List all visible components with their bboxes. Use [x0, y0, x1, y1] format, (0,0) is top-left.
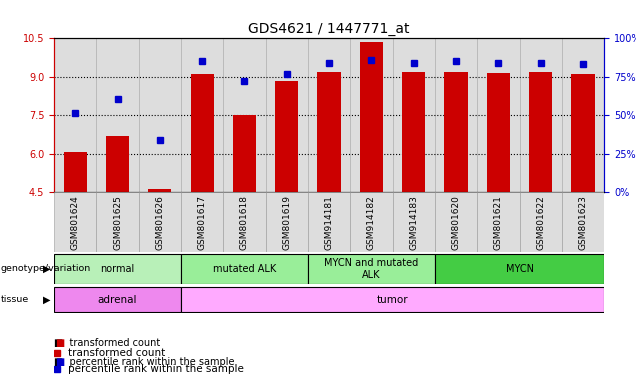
- FancyBboxPatch shape: [350, 38, 392, 192]
- Bar: [402, 72, 425, 192]
- Bar: [64, 152, 87, 192]
- Text: GSM801625: GSM801625: [113, 195, 122, 250]
- FancyBboxPatch shape: [392, 38, 435, 192]
- Bar: [477, 192, 520, 252]
- Bar: [106, 136, 129, 192]
- Text: GSM914181: GSM914181: [324, 195, 334, 250]
- FancyBboxPatch shape: [97, 38, 139, 192]
- FancyBboxPatch shape: [477, 38, 520, 192]
- Text: normal: normal: [100, 264, 135, 274]
- Bar: [520, 192, 562, 252]
- Text: tissue: tissue: [1, 295, 29, 304]
- Bar: [97, 192, 139, 252]
- Bar: [392, 192, 435, 252]
- FancyBboxPatch shape: [520, 38, 562, 192]
- Text: ▶: ▶: [43, 264, 51, 274]
- Bar: [317, 72, 341, 192]
- Bar: [191, 74, 214, 192]
- Bar: [223, 192, 266, 252]
- FancyBboxPatch shape: [562, 38, 604, 192]
- FancyBboxPatch shape: [54, 38, 97, 192]
- Title: GDS4621 / 1447771_at: GDS4621 / 1447771_at: [249, 22, 410, 36]
- Text: GSM801619: GSM801619: [282, 195, 291, 250]
- Bar: [529, 72, 552, 192]
- Text: ▶: ▶: [43, 295, 51, 305]
- Bar: [562, 192, 604, 252]
- Bar: [181, 192, 223, 252]
- Text: MYCN and mutated
ALK: MYCN and mutated ALK: [324, 258, 418, 280]
- Bar: [266, 192, 308, 252]
- Text: GSM801621: GSM801621: [494, 195, 503, 250]
- Text: mutated ALK: mutated ALK: [213, 264, 276, 274]
- Bar: [308, 192, 350, 252]
- Text: ■  transformed count: ■ transformed count: [54, 338, 160, 348]
- FancyBboxPatch shape: [308, 38, 350, 192]
- Text: GSM914182: GSM914182: [367, 195, 376, 250]
- Text: GSM801624: GSM801624: [71, 195, 80, 250]
- Bar: [571, 74, 595, 192]
- Bar: [54, 192, 97, 252]
- Bar: [181, 254, 308, 283]
- Text: genotype/variation: genotype/variation: [1, 264, 91, 273]
- FancyBboxPatch shape: [181, 38, 223, 192]
- Bar: [435, 254, 604, 283]
- Bar: [54, 254, 181, 283]
- Text: GSM914183: GSM914183: [410, 195, 418, 250]
- Text: ■  percentile rank within the sample: ■ percentile rank within the sample: [54, 357, 235, 367]
- Text: percentile rank within the sample: percentile rank within the sample: [68, 364, 244, 374]
- Bar: [233, 115, 256, 192]
- FancyBboxPatch shape: [435, 38, 477, 192]
- Text: GSM801623: GSM801623: [579, 195, 588, 250]
- Bar: [275, 81, 298, 192]
- FancyBboxPatch shape: [139, 38, 181, 192]
- Text: tumor: tumor: [377, 295, 408, 305]
- Bar: [487, 73, 510, 192]
- Bar: [139, 192, 181, 252]
- Text: GSM801618: GSM801618: [240, 195, 249, 250]
- Text: GSM801626: GSM801626: [155, 195, 164, 250]
- Text: GSM801622: GSM801622: [536, 195, 545, 250]
- Bar: [54, 286, 181, 313]
- Text: ■: ■: [55, 357, 64, 367]
- Text: GSM801620: GSM801620: [452, 195, 460, 250]
- Text: adrenal: adrenal: [98, 295, 137, 305]
- Bar: [308, 254, 435, 283]
- Text: GSM801617: GSM801617: [198, 195, 207, 250]
- Text: ■: ■: [55, 338, 64, 348]
- Text: MYCN: MYCN: [506, 264, 534, 274]
- Bar: [181, 286, 604, 313]
- Bar: [435, 192, 477, 252]
- Bar: [148, 189, 172, 192]
- Bar: [350, 192, 392, 252]
- Bar: [360, 42, 383, 192]
- Bar: [445, 72, 467, 192]
- FancyBboxPatch shape: [223, 38, 266, 192]
- Text: transformed count: transformed count: [68, 348, 165, 358]
- FancyBboxPatch shape: [266, 38, 308, 192]
